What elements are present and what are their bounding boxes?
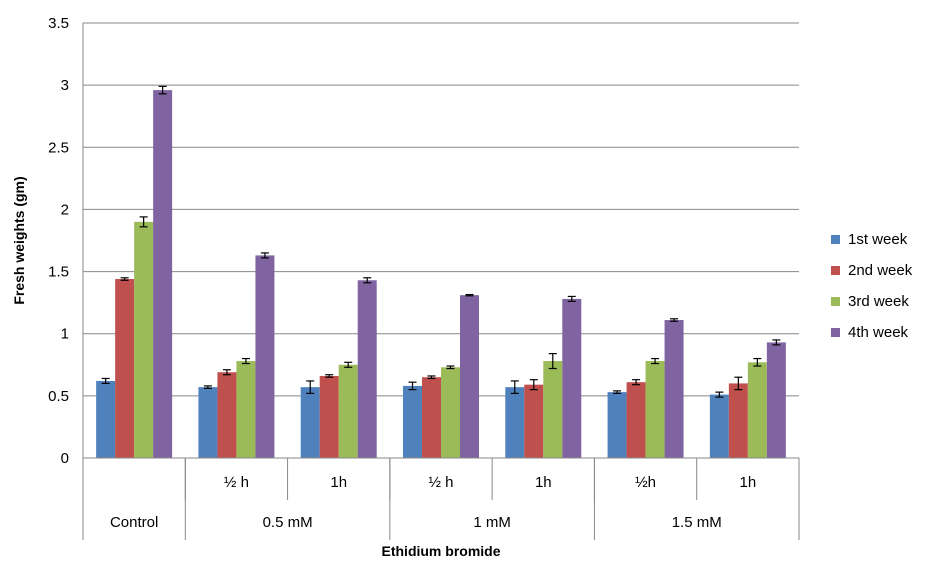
y-tick-label: 2	[61, 201, 69, 218]
bar	[319, 375, 339, 458]
y-tick-label: 0	[61, 450, 69, 467]
y-tick-label: 1	[61, 326, 69, 343]
x-group-label: 0.5 mM	[263, 514, 313, 531]
x-subcategory-label: ½ h	[428, 474, 453, 491]
bar	[255, 255, 275, 458]
bar	[460, 295, 479, 458]
x-subcategory-label: ½h	[635, 474, 656, 491]
bar	[709, 394, 729, 458]
bar	[134, 221, 154, 458]
bar	[607, 392, 627, 458]
x-axis-title: Ethidium bromide	[382, 543, 501, 559]
y-tick-label: 2.5	[48, 139, 69, 156]
bar	[115, 279, 135, 458]
bar	[562, 298, 582, 458]
legend-swatch	[831, 235, 840, 244]
y-axis-title: Fresh weights (gm)	[11, 176, 27, 304]
bar	[357, 280, 377, 458]
bar	[747, 362, 767, 458]
x-subcategory-label: ½ h	[224, 474, 249, 491]
y-tick-label: 3.5	[48, 15, 69, 32]
legend-label: 1st week	[848, 231, 908, 248]
legend-swatch	[831, 328, 840, 337]
error-bars	[101, 85, 781, 398]
legend-label: 2nd week	[848, 262, 913, 279]
bar	[766, 342, 786, 458]
bar	[664, 320, 684, 458]
bar	[338, 364, 358, 458]
x-group-label: 1 mM	[473, 514, 511, 531]
gridlines	[83, 22, 799, 397]
y-tick-label: 0.5	[48, 388, 69, 405]
bar	[236, 361, 256, 458]
y-tick-label: 3	[61, 77, 69, 94]
bar	[198, 387, 218, 458]
x-axis: ½ h 1h ½ h 1h ½h 1h Control 0.5 mM 1 mM 1.5 mM	[82, 23, 800, 540]
bar	[403, 385, 422, 458]
legend-swatch	[831, 266, 840, 275]
y-tick-label: 1.5	[48, 264, 69, 281]
bar	[645, 361, 665, 458]
y-axis-ticks: 0 0.5 1 1.5 2 2.5 3 3.5	[48, 15, 69, 467]
bar	[728, 383, 748, 458]
x-group-label: 1.5 mM	[672, 514, 722, 531]
bar	[505, 387, 525, 458]
x-group-label: Control	[110, 514, 158, 531]
bar	[626, 382, 646, 458]
bar	[543, 361, 563, 458]
bar	[524, 384, 544, 458]
bar	[441, 367, 460, 458]
x-subcategory-label: 1h	[535, 474, 552, 491]
x-subcategory-label: 1h	[740, 474, 757, 491]
bar	[96, 380, 116, 458]
bars	[96, 90, 786, 458]
bar	[422, 377, 441, 458]
legend-label: 4th week	[848, 324, 909, 341]
bar	[153, 90, 173, 458]
bar	[300, 387, 320, 458]
bar	[217, 372, 237, 458]
legend-label: 3rd week	[848, 293, 909, 310]
x-subcategory-label: 1h	[330, 474, 347, 491]
legend: 1st week 2nd week 3rd week 4th week	[831, 231, 913, 341]
legend-swatch	[831, 297, 840, 306]
